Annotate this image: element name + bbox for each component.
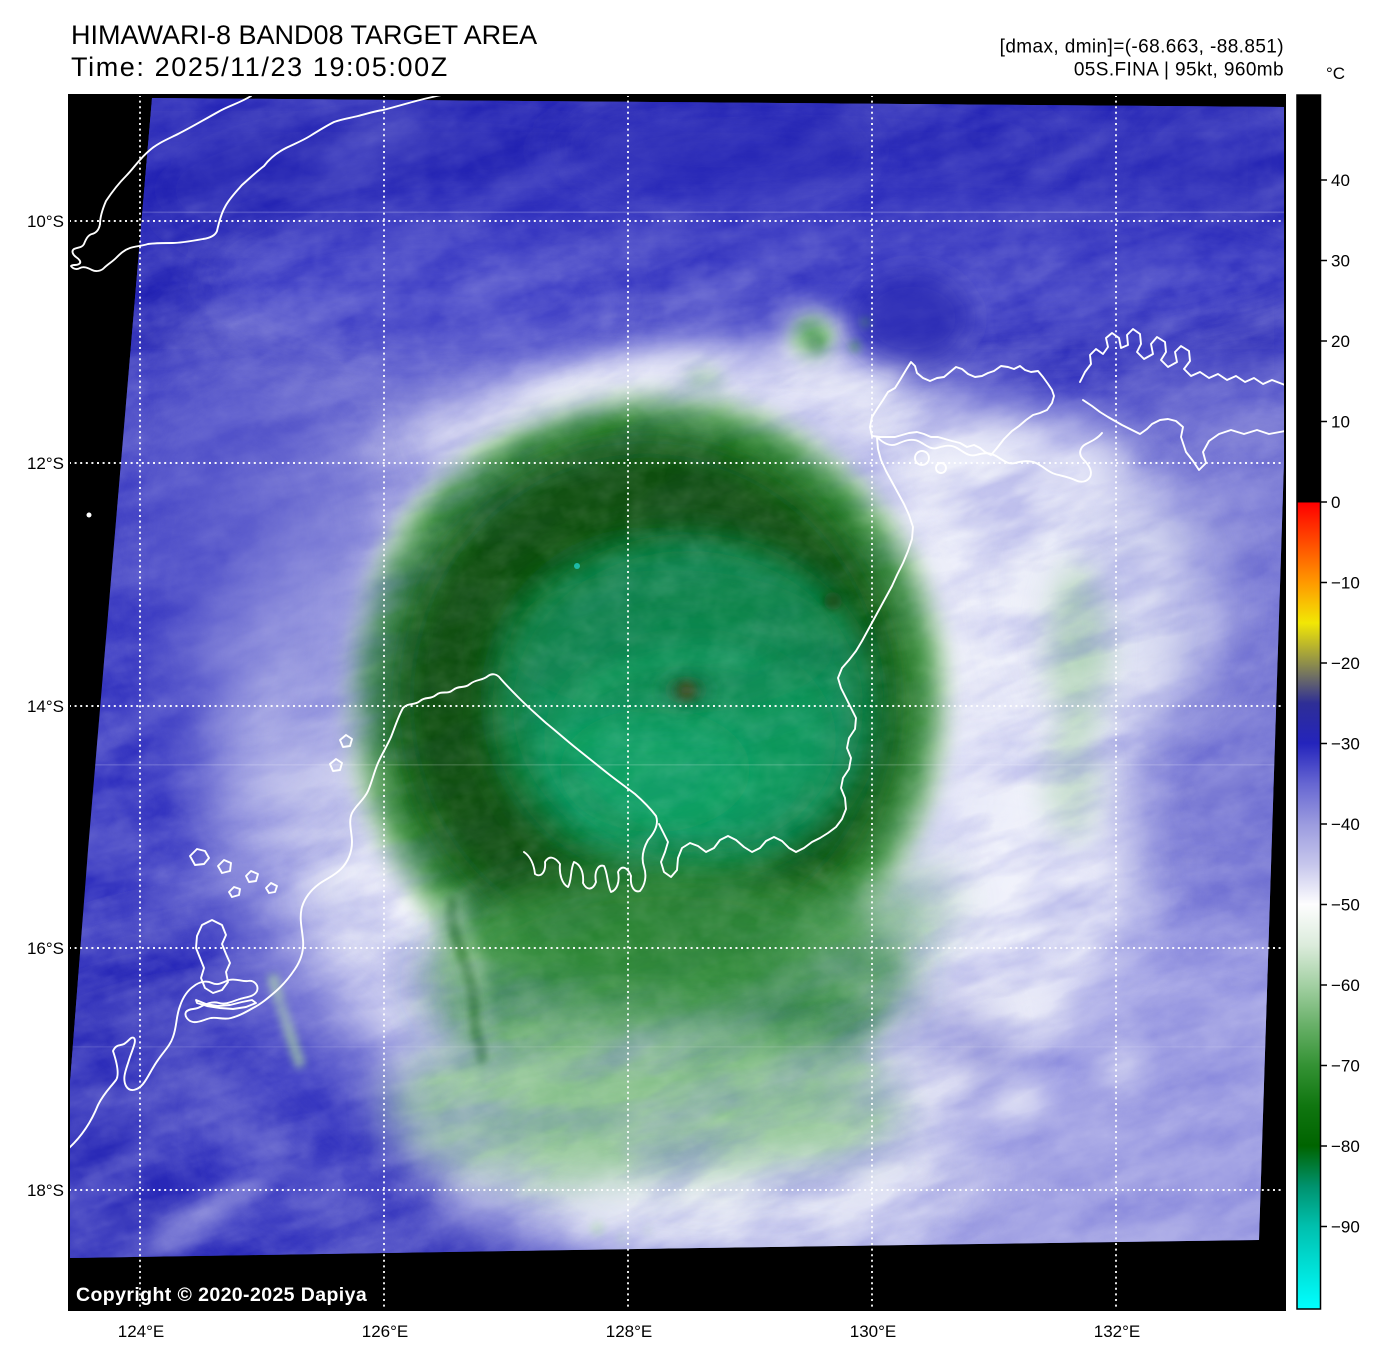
svg-text:10: 10 bbox=[1331, 413, 1350, 432]
svg-text:−60: −60 bbox=[1331, 976, 1360, 995]
svg-text:12°S: 12°S bbox=[27, 454, 64, 473]
svg-text:−70: −70 bbox=[1331, 1057, 1360, 1076]
svg-text:HIMAWARI-8 BAND08 TARGET AREA: HIMAWARI-8 BAND08 TARGET AREA bbox=[71, 20, 537, 50]
svg-text:−90: −90 bbox=[1331, 1218, 1360, 1237]
svg-text:30: 30 bbox=[1331, 252, 1350, 271]
svg-text:130°E: 130°E bbox=[850, 1322, 897, 1341]
svg-text:05S.FINA | 95kt, 960mb: 05S.FINA | 95kt, 960mb bbox=[1074, 60, 1284, 81]
svg-text:−30: −30 bbox=[1331, 735, 1360, 754]
svg-text:−20: −20 bbox=[1331, 654, 1360, 673]
svg-text:14°S: 14°S bbox=[27, 697, 64, 716]
svg-text:−80: −80 bbox=[1331, 1137, 1360, 1156]
svg-text:128°E: 128°E bbox=[606, 1322, 653, 1341]
svg-text:−10: −10 bbox=[1331, 574, 1360, 593]
svg-text:20: 20 bbox=[1331, 332, 1350, 351]
svg-text:10°S: 10°S bbox=[27, 212, 64, 231]
svg-text:−50: −50 bbox=[1331, 896, 1360, 915]
svg-text:Copyright © 2020-2025 Dapiya: Copyright © 2020-2025 Dapiya bbox=[76, 1284, 367, 1306]
svg-text:40: 40 bbox=[1331, 171, 1350, 190]
svg-text:132°E: 132°E bbox=[1094, 1322, 1141, 1341]
svg-text:−40: −40 bbox=[1331, 815, 1360, 834]
svg-text:Time: 2025/11/23 19:05:00Z: Time: 2025/11/23 19:05:00Z bbox=[71, 52, 449, 82]
svg-text:124°E: 124°E bbox=[118, 1322, 165, 1341]
svg-text:[dmax, dmin]=(-68.663, -88.851: [dmax, dmin]=(-68.663, -88.851) bbox=[1000, 37, 1284, 58]
svg-text:16°S: 16°S bbox=[27, 939, 64, 958]
svg-text:0: 0 bbox=[1331, 493, 1340, 512]
svg-text:°C: °C bbox=[1326, 64, 1345, 83]
svg-text:18°S: 18°S bbox=[27, 1181, 64, 1200]
svg-text:126°E: 126°E bbox=[362, 1322, 409, 1341]
